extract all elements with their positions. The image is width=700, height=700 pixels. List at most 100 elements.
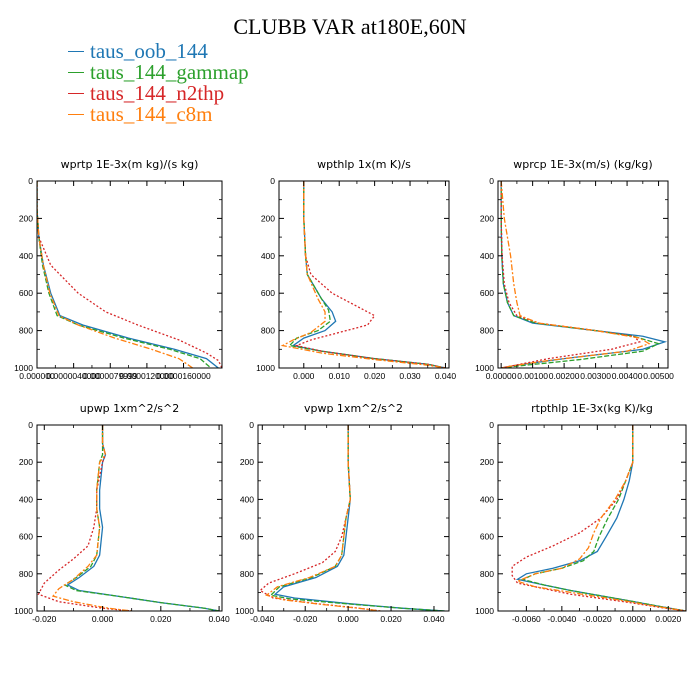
y-tick-label: 400 <box>19 251 33 261</box>
y-tick-label: 1000 <box>235 606 254 616</box>
x-tick-label: -0.0040 <box>547 614 576 624</box>
x-tick-label: 0.00200 <box>549 371 580 381</box>
y-tick-label: 0 <box>489 420 494 430</box>
y-tick-label: 200 <box>19 457 33 467</box>
y-tick-label: 400 <box>240 494 254 504</box>
series-line-taus_144_n2thp <box>259 425 381 611</box>
series-line-taus_144_gammap <box>520 425 686 611</box>
series-line-taus_144_c8m <box>51 425 132 611</box>
series-line-taus_oob_144 <box>37 181 219 368</box>
y-tick-label: 800 <box>480 569 494 579</box>
x-tick-label: 0.000 <box>337 614 359 624</box>
legend-label: taus_oob_144 <box>90 39 208 63</box>
y-tick-label: 800 <box>19 569 33 579</box>
plot-panel-1: wprtp 1E-3x(m kg)/(s kg) 0 200 400 600 800 100… <box>14 158 223 381</box>
x-tick-label: 0.000000 <box>19 371 55 381</box>
y-tick-label: 400 <box>480 494 494 504</box>
y-tick-label: 0 <box>489 176 494 186</box>
x-tick-label: 0.030 <box>399 371 421 381</box>
series-line-taus_144_gammap <box>37 181 212 368</box>
plot-panel-4: upwp 1xm^2/s^2 0 200 400 600 800 1000-0.020 0.0… <box>14 402 230 624</box>
y-tick-label: 200 <box>240 457 254 467</box>
legend-line-icon <box>68 50 84 52</box>
x-tick-label: -0.040 <box>250 614 274 624</box>
series-line-taus_144_n2thp <box>500 181 642 368</box>
legend-label: taus_144_c8m <box>90 102 213 126</box>
series-line-taus_144_c8m <box>37 181 194 368</box>
legend-line-icon <box>68 113 84 115</box>
y-tick-label: 200 <box>261 213 275 223</box>
legend-entry-4: taus_144_c8m <box>68 103 212 125</box>
y-tick-label: 1000 <box>14 606 33 616</box>
plot-panel-6: rtpthlp 1E-3x(kg K)/kg 0 200 400 600 800 1000 -… <box>475 402 687 624</box>
panel-title: upwp 1xm^2/s^2 <box>80 402 180 415</box>
series-line-taus_oob_144 <box>66 425 220 611</box>
y-tick-label: 800 <box>480 326 494 336</box>
legend-label: taus_144_gammap <box>90 60 249 84</box>
legend-entry-2: taus_144_gammap <box>68 61 249 83</box>
y-tick-label: 1000 <box>475 606 494 616</box>
x-tick-label: 0.040 <box>435 371 457 381</box>
y-tick-label: 600 <box>240 532 254 542</box>
panel-frame <box>257 424 450 612</box>
series-line-taus_144_gammap <box>288 181 446 368</box>
y-tick-label: 200 <box>480 457 494 467</box>
y-tick-label: 800 <box>240 569 254 579</box>
y-tick-label: 0 <box>249 420 254 430</box>
y-tick-label: 1000 <box>14 363 33 373</box>
plot-panel-3: wprcp 1E-3x(m/s) (kg/kg) 0 200 400 600 800 100… <box>475 158 674 381</box>
x-tick-label: 0.020 <box>150 614 172 624</box>
x-tick-label: 0.010 <box>329 371 351 381</box>
y-tick-label: 600 <box>19 288 33 298</box>
series-line-taus_oob_144 <box>273 425 445 611</box>
figure-title: CLUBB VAR at180E,60N <box>233 14 467 39</box>
series-line-taus_oob_144 <box>515 425 686 611</box>
series-line-taus_144_c8m <box>500 181 651 368</box>
x-tick-label: 0.00100 <box>517 371 548 381</box>
x-tick-label: -0.0020 <box>583 614 612 624</box>
x-tick-label: -0.0060 <box>512 614 541 624</box>
series-line-taus_144_n2thp <box>37 181 222 368</box>
x-tick-label: 0.0000079999 <box>83 371 138 381</box>
legend-line-icon <box>68 92 84 94</box>
x-tick-label: 0.00400 <box>612 371 643 381</box>
x-tick-label: 0.0020 <box>655 614 681 624</box>
x-tick-label: 0.00300 <box>580 371 611 381</box>
series-line-taus_oob_144 <box>500 181 668 368</box>
series-line-taus_144_c8m <box>280 181 446 368</box>
y-tick-label: 600 <box>261 288 275 298</box>
series-line-taus_144_c8m <box>265 425 381 611</box>
y-tick-label: 0 <box>270 176 275 186</box>
x-tick-label: 0.00000 <box>486 371 517 381</box>
y-tick-label: 1000 <box>256 363 275 373</box>
series-line-taus_144_n2thp <box>37 425 132 611</box>
y-tick-label: 600 <box>19 532 33 542</box>
y-tick-label: 600 <box>480 532 494 542</box>
panel-title: vpwp 1xm^2/s^2 <box>304 402 403 415</box>
x-tick-label: 0.020 <box>364 371 386 381</box>
x-tick-label: 0.020 <box>380 614 402 624</box>
series-line-taus_144_c8m <box>515 425 686 611</box>
x-tick-label: 0.0000120000 <box>120 371 175 381</box>
y-tick-label: 0 <box>28 176 33 186</box>
legend-label: taus_144_n2thp <box>90 81 225 105</box>
x-tick-label: 0.0000040000 <box>46 371 101 381</box>
series-line-taus_oob_144 <box>291 181 446 368</box>
x-tick-label: 0.0000 <box>620 614 646 624</box>
panel-frame <box>497 424 687 612</box>
y-tick-label: 400 <box>261 251 275 261</box>
y-tick-label: 200 <box>19 213 33 223</box>
plot-panel-5: vpwp 1xm^2/s^2 0 200 400 600 800 1000-0.040 -0.… <box>235 402 450 624</box>
x-tick-label: 0.040 <box>208 614 230 624</box>
y-tick-label: 600 <box>480 288 494 298</box>
x-tick-label: -0.020 <box>293 614 317 624</box>
panel-title: rtpthlp 1E-3x(kg K)/kg <box>531 402 653 415</box>
y-tick-label: 400 <box>480 251 494 261</box>
y-tick-label: 800 <box>261 326 275 336</box>
panel-frame <box>36 424 223 612</box>
series-line-taus_144_n2thp <box>294 181 446 368</box>
panel-title: wprtp 1E-3x(m kg)/(s kg) <box>61 158 199 171</box>
x-tick-label: 0.040 <box>423 614 445 624</box>
x-tick-label: 0.00500 <box>643 371 674 381</box>
